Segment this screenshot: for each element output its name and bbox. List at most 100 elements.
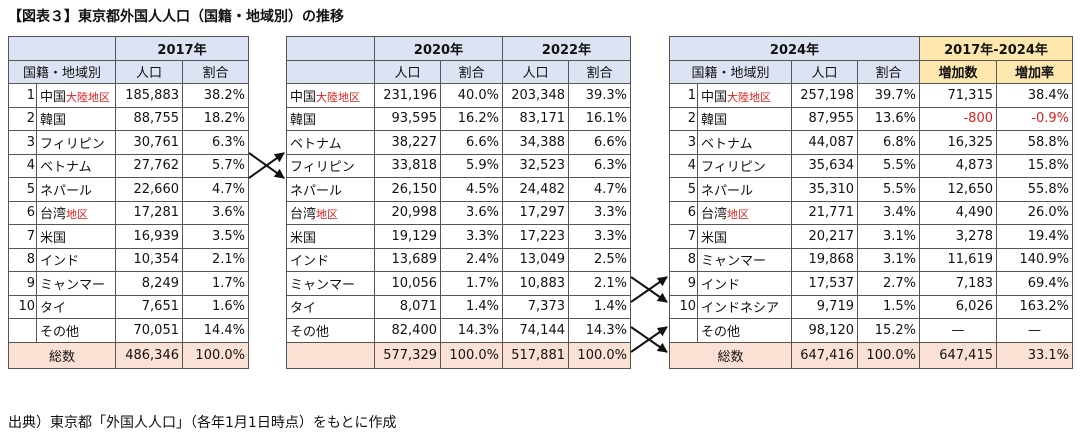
share-2020-cell: 16.2% (440, 106, 503, 131)
share-cell: 14.4% (182, 318, 249, 343)
increase-cell: -800 (919, 106, 997, 131)
total-increase-rate: 33.1% (995, 341, 1074, 369)
table-row: 2 韓国 87,955 13.6% -800 -0.9% (669, 106, 1074, 131)
population-2022-cell: 24,482 (502, 177, 569, 202)
share-2022-cell: 2.5% (568, 247, 631, 272)
share-cell: 4.7% (182, 177, 249, 202)
table-row: 4 フィリピン 35,634 5.5% 4,873 15.8% (669, 153, 1074, 178)
population-cell: 7,651 (115, 294, 183, 319)
country-name: タイ (290, 301, 317, 317)
report-title: 【図表３】東京都外国人人口（国籍・地域別）の推移 (8, 9, 344, 25)
increase-cell: 16,325 (919, 130, 997, 155)
table-row: 6 台湾地区 17,281 3.6% (8, 200, 249, 225)
population-cell: 35,310 (791, 177, 858, 202)
country-name: インド (701, 277, 741, 293)
table-row: 米国 19,129 3.3% 17,223 3.3% (286, 224, 631, 249)
country-name: その他 (40, 324, 80, 340)
country-name: ベトナム (701, 136, 753, 152)
header-blank (286, 36, 375, 61)
share-cell: 1.7% (182, 271, 249, 296)
share-cell: 2.1% (182, 247, 249, 272)
table-row: 3 ベトナム 44,087 6.8% 16,325 58.8% (669, 130, 1074, 155)
table-row: 8 ミャンマー 19,868 3.1% 11,619 140.9% (669, 247, 1074, 272)
increase-cell: 71,315 (919, 83, 997, 108)
arrow-myanmar-up (630, 276, 668, 303)
share-cell: 13.6% (857, 106, 920, 131)
table-row: 中国大陸地区 231,196 40.0% 203,348 39.3% (286, 83, 631, 108)
country-name: 台湾 (290, 207, 317, 223)
share-2020-cell: 4.5% (440, 177, 503, 202)
increase-rate-cell: 140.9% (995, 247, 1074, 272)
population-cell: 44,087 (791, 130, 858, 155)
total-label-blank (286, 341, 375, 369)
country-name-cell: その他 (697, 318, 792, 343)
header-year-2024: 2024年 (669, 36, 920, 61)
total-population: 647,416 (791, 341, 858, 369)
population-2022-cell: 83,171 (502, 106, 569, 131)
table-row: 7 米国 20,217 3.1% 3,278 19.4% (669, 224, 1074, 249)
increase-rate-cell: 15.8% (995, 153, 1074, 178)
population-2022-cell: 17,223 (502, 224, 569, 249)
country-name: ネパール (40, 183, 93, 199)
share-cell: 3.1% (857, 224, 920, 249)
population-cell: 257,198 (791, 83, 858, 108)
population-cell: 30,761 (115, 130, 183, 155)
country-name: インドネシア (701, 301, 780, 317)
rank-cell: 7 (8, 224, 37, 249)
total-row: 総数 486,346 100.0% (8, 341, 249, 369)
table-2024: 2024年 2017年-2024年 国籍・地域別 人口 割合 増加数 増加率 1… (669, 36, 1074, 369)
population-cell: 21,771 (791, 200, 858, 225)
country-name: ミャンマー (290, 277, 356, 293)
table-2017: 2017年 国籍・地域別 人口 割合 1 中国大陸地区 185,883 38.2% 2 韓… (8, 36, 249, 369)
country-name: ネパール (701, 183, 754, 199)
country-name-cell: フィリピン (36, 130, 116, 155)
table-row: 9 ミャンマー 8,249 1.7% (8, 271, 249, 296)
share-cell: 3.1% (857, 247, 920, 272)
total-population-2020: 577,329 (374, 341, 441, 369)
header-share: 割合 (182, 59, 249, 84)
region-suffix: 地区 (66, 208, 89, 222)
country-name: 韓国 (701, 113, 728, 129)
country-name-cell: インド (697, 271, 792, 296)
country-name-cell: その他 (286, 318, 375, 343)
population-2022-cell: 32,523 (502, 153, 569, 178)
share-2020-cell: 5.9% (440, 153, 503, 178)
country-name-cell: 韓国 (286, 106, 375, 131)
table-row: インド 13,689 2.4% 13,049 2.5% (286, 247, 631, 272)
country-name: ミャンマー (40, 277, 106, 293)
population-2020-cell: 82,400 (374, 318, 441, 343)
increase-cell: 3,278 (919, 224, 997, 249)
total-share: 100.0% (182, 341, 249, 369)
header-share: 割合 (440, 59, 503, 84)
population-2020-cell: 10,056 (374, 271, 441, 296)
share-cell: 18.2% (182, 106, 249, 131)
share-cell: 1.5% (857, 294, 920, 319)
total-share-2022: 100.0% (568, 341, 631, 369)
table-row: ミャンマー 10,056 1.7% 10,883 2.1% (286, 271, 631, 296)
share-2022-cell: 39.3% (568, 83, 631, 108)
share-2020-cell: 40.0% (440, 83, 503, 108)
country-name: その他 (701, 324, 741, 340)
table-row: フィリピン 33,818 5.9% 32,523 6.3% (286, 153, 631, 178)
increase-cell: 6,026 (919, 294, 997, 319)
table-row: 1 中国大陸地区 257,198 39.7% 71,315 38.4% (669, 83, 1074, 108)
country-name: フィリピン (701, 160, 766, 176)
country-name: ベトナム (40, 160, 92, 176)
increase-cell: 4,490 (919, 200, 997, 225)
share-2020-cell: 3.6% (440, 200, 503, 225)
country-name: 台湾 (40, 207, 67, 223)
table-row: 10 タイ 7,651 1.6% (8, 294, 249, 319)
share-2020-cell: 1.7% (440, 271, 503, 296)
population-2020-cell: 231,196 (374, 83, 441, 108)
total-label: 総数 (8, 341, 116, 369)
country-name-cell: 台湾地区 (697, 200, 792, 225)
increase-cell: 11,619 (919, 247, 997, 272)
header-population: 人口 (374, 59, 441, 84)
population-cell: 16,939 (115, 224, 183, 249)
rank-cell: 10 (669, 294, 698, 319)
table-2020-2022: 2020年 2022年 人口 割合 人口 割合 中国大陸地区 231,196 40.… (286, 36, 631, 369)
arrow-vietnam-up (248, 152, 285, 179)
country-name: 中国 (40, 89, 67, 105)
table-row: 韓国 93,595 16.2% 83,171 16.1% (286, 106, 631, 131)
